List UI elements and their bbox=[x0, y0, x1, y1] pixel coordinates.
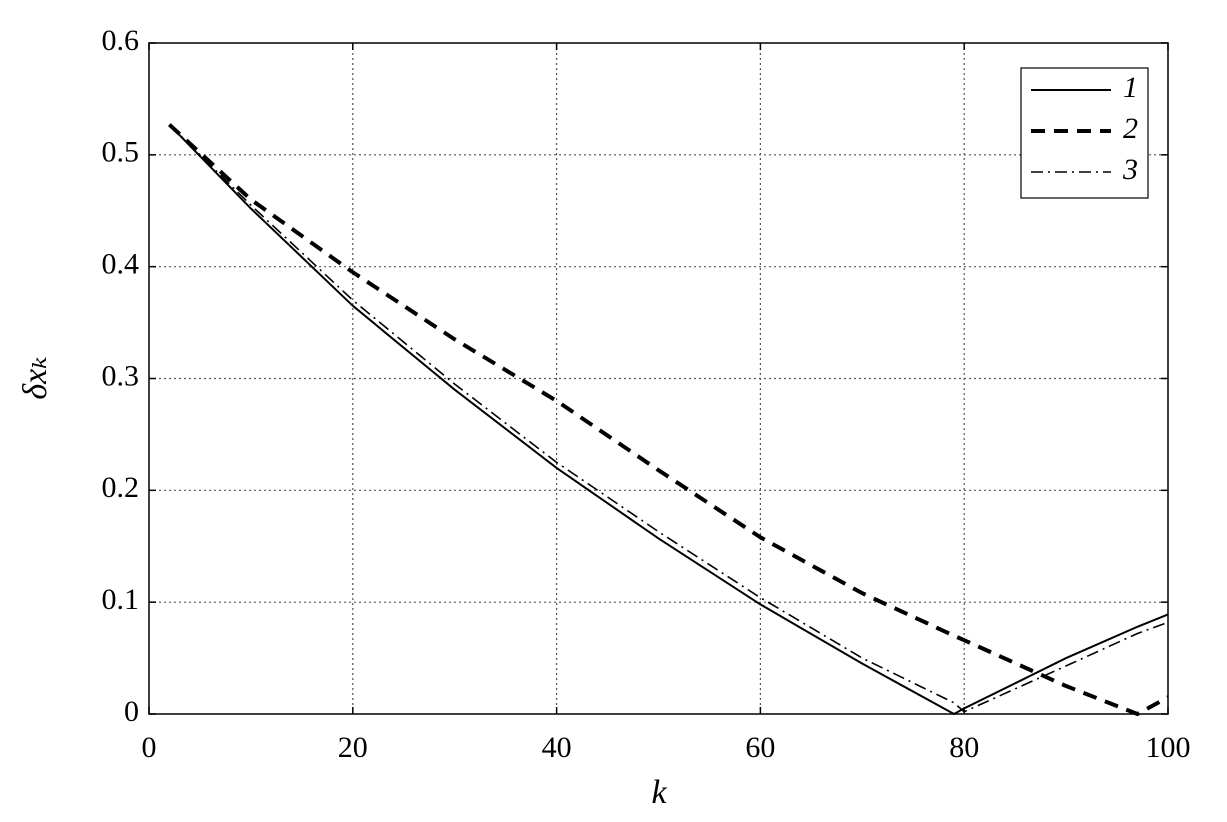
plot-frame bbox=[148, 42, 1169, 715]
y-tick-label: 0.1 bbox=[102, 583, 140, 616]
line-series bbox=[168, 123, 1169, 717]
line-series bbox=[168, 123, 1169, 716]
x-tick-label: 0 bbox=[142, 731, 157, 764]
y-tick-label: 0.6 bbox=[102, 24, 140, 57]
y-tick-label: 0.3 bbox=[102, 359, 140, 392]
legend-label: 1 bbox=[1123, 71, 1138, 104]
y-axis-label: δxₖ bbox=[17, 356, 54, 399]
x-tick-label: 80 bbox=[949, 731, 979, 764]
x-axis-label: k bbox=[651, 774, 667, 811]
legend: 1 2 3 bbox=[1020, 67, 1149, 199]
x-tick-label: 60 bbox=[745, 731, 775, 764]
x-tick-label: 20 bbox=[338, 731, 368, 764]
legend-label: 2 bbox=[1123, 112, 1138, 145]
y-tick-label: 0.4 bbox=[102, 248, 140, 281]
legend-label: 3 bbox=[1122, 153, 1138, 186]
y-tick-label: 0.2 bbox=[102, 471, 140, 504]
y-tick-label: 0 bbox=[124, 695, 139, 728]
line-series bbox=[168, 124, 1169, 713]
y-tick-label: 0.5 bbox=[102, 136, 140, 169]
x-tick-label: 40 bbox=[542, 731, 572, 764]
x-tick-label: 100 bbox=[1146, 731, 1191, 764]
